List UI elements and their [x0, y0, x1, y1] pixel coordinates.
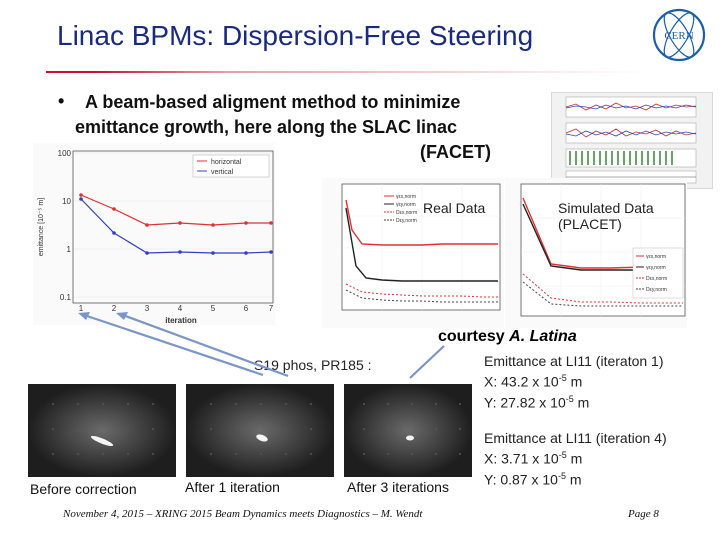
caption-after-1-iteration: After 1 iteration [185, 479, 280, 495]
orbit-plots-graphic [565, 96, 697, 184]
cern-logo: CERN [652, 8, 706, 62]
x-axis-label: iteration [165, 316, 197, 325]
y-tick-10: 10 [62, 197, 71, 206]
cern-logo-text: CERN [664, 30, 693, 42]
beam-image-after-1 [186, 384, 334, 477]
courtesy-prefix: courtesy [438, 328, 505, 345]
real-data-plot: γεx,norm γεy,norm Dεx,norm Dεy,norm [322, 178, 504, 328]
y-tick-1: 1 [67, 245, 72, 254]
emittance-after-y: Y: 0.87 x 10-5 m [484, 470, 582, 488]
y-tick-0-1: 0.1 [60, 293, 72, 302]
y-axis-label: emittance [10⁻⁵ m] [38, 198, 45, 256]
screen-label: S19 phos, PR185 : [254, 357, 372, 373]
right-legend-3: Dεx,norm [646, 276, 667, 282]
x-tick-2: 2 [112, 304, 117, 313]
mid-legend-4: Dεy,norm [396, 218, 417, 224]
mid-legend-1: γεx,norm [396, 194, 416, 200]
beam-image-after-3 [344, 384, 472, 477]
beam-image-before [28, 384, 176, 477]
x-tick-7: 7 [269, 304, 274, 313]
emittance-vs-iteration-plot: 100 10 1 0.1 1 2 3 4 5 6 7 iteration emi… [33, 143, 275, 325]
emittance-before-block: Emittance at LI11 (iteraton 1) X: 43.2 x… [484, 353, 664, 411]
simulated-data-plot: γεx,norm γεy,norm Dεx,norm Dεy,norm [505, 178, 687, 328]
emittance-after-block: Emittance at LI11 (iteration 4) X: 3.71 … [484, 430, 667, 488]
title-underline [46, 71, 646, 73]
bullet-line-3: (FACET) [420, 142, 491, 162]
x-tick-3: 3 [145, 304, 150, 313]
emittance-before-x: X: 43.2 x 10-5 m [484, 373, 583, 390]
bullet-marker: • [58, 91, 65, 111]
slide-title: Linac BPMs: Dispersion-Free Steering [57, 20, 534, 51]
right-legend-4: Dεy,norm [646, 287, 667, 293]
emittance-after-title: Emittance at LI11 (iteration 4) [484, 430, 667, 446]
caption-before-correction: Before correction [30, 481, 137, 497]
simulated-data-label: Simulated Data [558, 200, 654, 216]
courtesy-line: courtesy A. Latina [438, 328, 577, 346]
x-tick-5: 5 [211, 304, 216, 313]
x-tick-1: 1 [79, 304, 84, 313]
legend-vertical: vertical [211, 169, 234, 176]
courtesy-name: A. Latina [509, 328, 577, 345]
orbit-plots-thumbnail [551, 92, 713, 189]
x-tick-4: 4 [178, 304, 183, 313]
right-legend-2: γεy,norm [646, 265, 666, 271]
simulated-data-sublabel: (PLACET) [558, 216, 622, 232]
emittance-after-x: X: 3.71 x 10-5 m [484, 450, 583, 467]
legend-horizontal: horizontal [211, 159, 242, 166]
footer-text: November 4, 2015 – XRING 2015 Beam Dynam… [63, 508, 423, 520]
emittance-before-title: Emittance at LI11 (iteraton 1) [484, 353, 664, 369]
page-number: Page 8 [628, 508, 659, 520]
x-tick-6: 6 [244, 304, 249, 313]
mid-legend-2: γεy,norm [396, 202, 416, 208]
caption-after-3-iterations: After 3 iterations [347, 479, 449, 495]
mid-legend-3: Dεx,norm [396, 210, 417, 216]
y-tick-100: 100 [58, 149, 72, 158]
bullet-line-1: A beam-based aligment method to minimize [85, 92, 461, 112]
bullet-line-2: emittance growth, here along the SLAC li… [75, 117, 458, 137]
right-legend-1: γεx,norm [646, 254, 666, 260]
emittance-before-y: Y: 27.82 x 10-5 m [484, 393, 590, 411]
real-data-label: Real Data [423, 200, 486, 216]
